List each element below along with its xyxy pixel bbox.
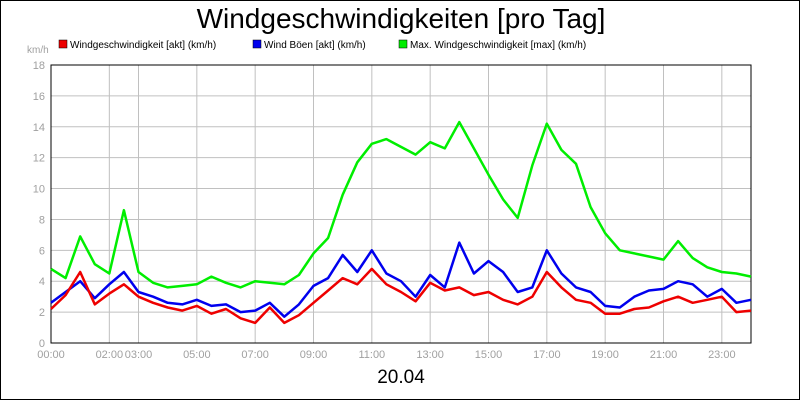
- plot-border: [50, 64, 752, 344]
- y-tick-label: 2: [39, 307, 45, 319]
- x-tick-label: 03:00: [125, 349, 153, 361]
- x-tick-label: 02:00: [96, 349, 124, 361]
- x-tick-label: 17:00: [533, 349, 561, 361]
- x-tick-label: 23:00: [708, 349, 736, 361]
- x-tick-label: 00:00: [37, 349, 65, 361]
- y-tick-label: 0: [39, 338, 45, 350]
- legend-label-2: Wind Böen [akt] (km/h): [264, 40, 366, 51]
- y-tick-label: 4: [39, 276, 45, 288]
- legend-swatch-1: [58, 39, 68, 49]
- x-tick-label: 13:00: [416, 349, 444, 361]
- x-tick-label: 15:00: [475, 349, 503, 361]
- y-tick-label: 16: [33, 91, 45, 103]
- x-tick-label: 19:00: [591, 349, 619, 361]
- x-tick-label: 05:00: [183, 349, 211, 361]
- series-line-1: [50, 267, 752, 325]
- y-tick-label: 6: [39, 245, 45, 257]
- y-tick-label: 8: [39, 214, 45, 226]
- y-tick-label: 10: [33, 184, 45, 196]
- y-tick-label: 12: [33, 153, 45, 165]
- y-tick-label: 18: [33, 60, 45, 72]
- plot-area: [51, 65, 751, 343]
- date-label: 20.04: [377, 367, 425, 388]
- chart-title: Windgeschwindigkeiten [pro Tag]: [196, 3, 606, 34]
- series-line-3: [50, 120, 752, 289]
- legend-label-3: Max. Windgeschwindigkeit [max] (km/h): [410, 40, 586, 51]
- x-tick-label: 11:00: [358, 349, 385, 361]
- x-tick-label: 07:00: [241, 349, 269, 361]
- x-tick-label: 21:00: [650, 349, 678, 361]
- legend-swatch-2: [252, 39, 262, 49]
- y-axis-label: km/h: [27, 45, 49, 56]
- series-line-2: [50, 241, 752, 318]
- legend-swatch-3: [398, 39, 408, 49]
- y-tick-label: 14: [33, 122, 45, 134]
- legend-label-1: Windgeschwindigkeit [akt] (km/h): [70, 40, 216, 51]
- x-tick-label: 09:00: [300, 349, 328, 361]
